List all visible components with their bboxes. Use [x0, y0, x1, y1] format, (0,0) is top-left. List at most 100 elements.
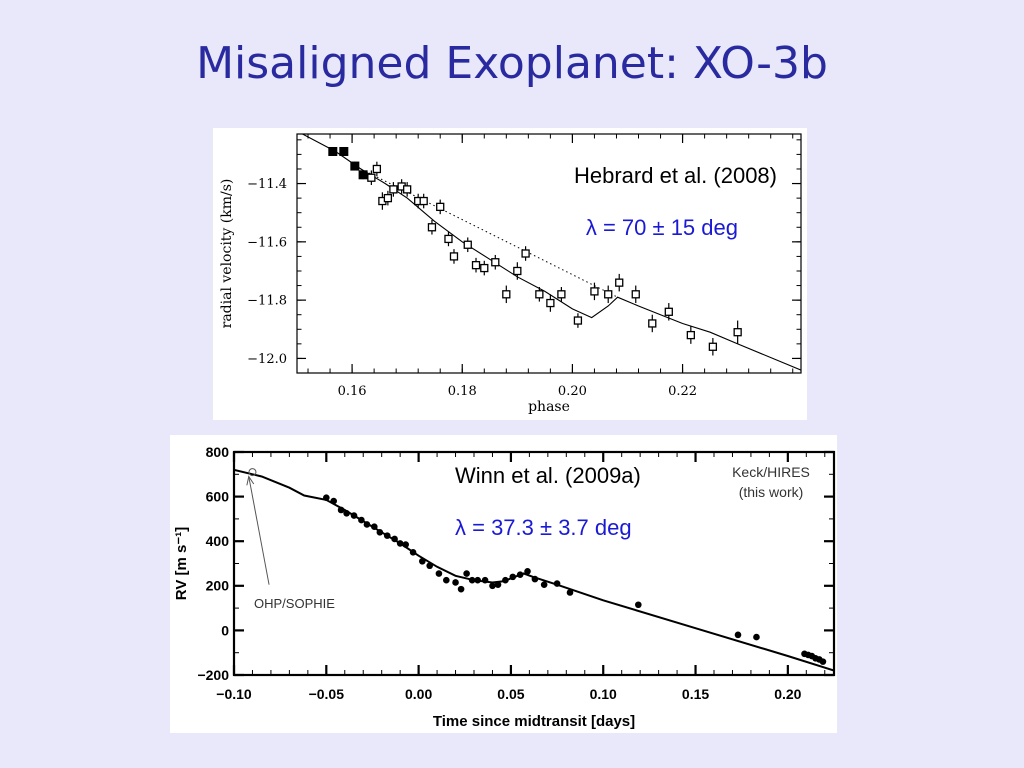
data-point: [635, 601, 642, 609]
legend-keck-hires: Keck/HIRES: [732, 464, 810, 480]
data-point: [566, 589, 574, 596]
data-point: [648, 319, 657, 328]
lambda-hebrard: λ = 70 ± 15 deg: [586, 215, 738, 240]
data-point: [708, 342, 718, 351]
data-point: [371, 523, 378, 531]
data-point: [733, 328, 742, 337]
pointer-arrow-head: [246, 475, 255, 486]
legend-this-work: (this work): [739, 484, 804, 500]
y-tick-label: −200: [197, 667, 229, 683]
data-point: [664, 307, 673, 316]
data-point: [531, 575, 539, 583]
citation-hebrard: Hebrard et al. (2008): [574, 163, 777, 188]
data-point: [573, 316, 583, 325]
data-point: [535, 290, 544, 299]
data-point: [372, 164, 382, 174]
y-tick-label: 400: [206, 533, 230, 549]
data-point: [686, 330, 695, 340]
hebrard-rv-chart-panel: 0.16 0.18 0.20 0.22 −11.4 −11.6 −11.8 −12.0 phas…: [213, 128, 807, 420]
data-point: [590, 287, 599, 296]
data-point: [363, 521, 371, 528]
data-point: [494, 581, 502, 588]
plot-frame: [296, 133, 802, 374]
data-point: [463, 570, 470, 577]
x-tick-label: 0.10: [590, 686, 617, 702]
data-point: [367, 173, 376, 182]
data-point: [389, 185, 398, 194]
x-tick-label: 0.22: [668, 384, 697, 399]
y-tick-label: 600: [206, 489, 230, 505]
label-ohp-sophie: OHP/SOPHIE: [254, 596, 335, 611]
y-axis-label: RV [m s⁻¹]: [173, 527, 190, 600]
y-tick-label: 0: [221, 622, 229, 638]
data-point: [513, 266, 522, 276]
y-tick-label: −11.4: [247, 177, 287, 192]
data-point: [409, 549, 417, 556]
x-tick-label: −0.05: [309, 686, 345, 702]
data-point: [449, 252, 459, 261]
data-point: [323, 494, 330, 502]
winn-rv-chart-panel: −0.10 −0.05 0.00 0.05 0.10 0.15 0.20 800 600 400 2…: [170, 435, 837, 733]
y-tick-label: −12.0: [247, 352, 287, 367]
x-tick-label: 0.00: [405, 686, 432, 702]
pointer-arrow-line: [248, 476, 270, 585]
data-point: [358, 516, 365, 524]
data-point: [557, 290, 566, 299]
data-point: [468, 576, 476, 584]
plot-area: [301, 134, 801, 371]
plot-area: [234, 468, 834, 672]
x-tick-label: 0.20: [558, 384, 587, 399]
data-point: [436, 202, 445, 212]
lambda-winn: λ = 37.3 ± 3.7 deg: [455, 515, 632, 540]
hebrard-rv-chart: 0.16 0.18 0.20 0.22 −11.4 −11.6 −11.8 −12.0 phas…: [219, 133, 802, 415]
data-point: [457, 585, 465, 593]
data-point: [631, 290, 640, 299]
data-point: [615, 278, 624, 287]
data-point: [524, 568, 531, 575]
data-point: [481, 576, 489, 584]
data-point: [489, 582, 496, 590]
data-point: [350, 161, 360, 171]
data-point: [521, 249, 530, 258]
x-tick-label: −0.10: [216, 686, 252, 702]
data-point: [391, 535, 398, 543]
data-point: [343, 510, 350, 517]
data-point: [328, 146, 338, 156]
data-point: [819, 658, 827, 665]
data-point: [396, 540, 404, 547]
data-point: [753, 633, 760, 641]
data-point: [452, 579, 459, 586]
y-tick-label: −11.6: [247, 235, 287, 250]
y-tick-label: 800: [206, 444, 230, 460]
y-tick-label: −11.8: [247, 294, 287, 309]
data-point: [426, 562, 433, 570]
data-point: [435, 570, 443, 577]
data-point: [383, 532, 391, 539]
data-point: [419, 557, 426, 565]
data-point: [444, 234, 453, 244]
x-tick-label: 0.05: [497, 686, 524, 702]
data-point: [339, 146, 349, 156]
y-tick-label: 200: [206, 578, 230, 594]
data-point: [337, 506, 345, 514]
x-tick-label: 0.20: [774, 686, 801, 702]
data-point: [471, 261, 481, 270]
data-point: [330, 497, 337, 505]
data-point: [248, 468, 257, 477]
x-axis-label: Time since midtransit [days]: [433, 713, 635, 730]
model-curve: [301, 134, 801, 371]
data-point: [474, 576, 481, 584]
data-point: [502, 576, 509, 584]
data-point: [604, 290, 613, 299]
data-point: [443, 576, 450, 584]
data-point: [427, 223, 437, 232]
x-tick-label: 0.18: [448, 384, 477, 399]
data-point: [383, 193, 393, 203]
data-point: [480, 263, 489, 273]
data-point: [502, 290, 511, 299]
data-point: [553, 580, 561, 587]
model-curve: [234, 468, 834, 672]
x-axis-label: phase: [528, 399, 570, 415]
x-tick-label: 0.16: [338, 384, 367, 399]
data-point: [463, 240, 472, 249]
